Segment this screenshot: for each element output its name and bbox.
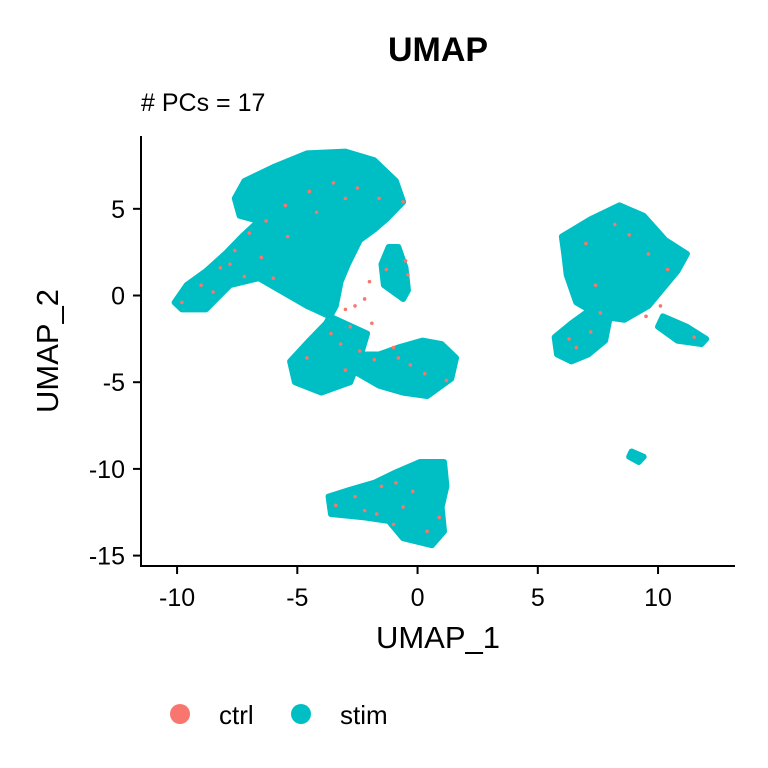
ctrl-point (627, 233, 631, 237)
stim-cluster (626, 448, 647, 465)
ctrl-point (406, 272, 410, 277)
ctrl-point (285, 234, 290, 239)
ctrl-point (228, 262, 232, 267)
ctrl-point (391, 345, 396, 350)
y-tick-label: -15 (89, 543, 125, 571)
stim-cluster (352, 337, 460, 400)
ctrl-point (353, 304, 357, 308)
ctrl-point (343, 368, 348, 372)
ctrl-point (658, 304, 663, 308)
ctrl-point (348, 324, 353, 329)
x-tick-label: 10 (644, 584, 672, 612)
ctrl-point (665, 267, 670, 272)
legend-stim-marker (291, 704, 311, 724)
ctrl-point (374, 512, 379, 516)
ctrl-point (396, 356, 401, 360)
x-axis-title: UMAP_1 (376, 620, 500, 655)
y-tick-label: -5 (103, 369, 125, 397)
stim-cluster (551, 304, 613, 365)
ctrl-point (391, 522, 396, 527)
ctrl-point (247, 231, 252, 235)
ctrl-point (199, 283, 203, 287)
ctrl-point (283, 203, 288, 208)
ctrl-point (425, 529, 429, 534)
legend: ctrl stim (170, 700, 388, 730)
ctrl-point (180, 300, 184, 305)
x-tick-label: 0 (411, 584, 425, 612)
ctrl-point (612, 222, 617, 227)
ctrl-point (211, 290, 215, 294)
ctrl-point (588, 330, 593, 334)
legend-ctrl-marker (170, 704, 190, 724)
plot-area (171, 148, 710, 549)
ctrl-point (646, 252, 651, 256)
ctrl-point (401, 200, 405, 204)
ctrl-point (401, 505, 405, 509)
ctrl-point (692, 335, 696, 339)
ctrl-point (444, 378, 449, 383)
ctrl-point (384, 267, 389, 272)
x-tick-label: 5 (531, 584, 545, 612)
ctrl-point (598, 311, 603, 315)
ctrl-point (367, 279, 372, 284)
ctrl-point (372, 357, 377, 362)
ctrl-point (242, 274, 247, 279)
x-axis-ticks: -10 -5 0 5 10 (159, 566, 672, 612)
ctrl-point (264, 219, 268, 223)
ctrl-point (394, 480, 398, 485)
ctrl-point (355, 186, 360, 190)
ctrl-point (333, 503, 338, 508)
stim-cluster (558, 202, 690, 323)
chart-subtitle: # PCs = 17 (141, 89, 265, 117)
ctrl-point (307, 189, 312, 194)
ctrl-point (567, 337, 571, 341)
ctrl-point (584, 241, 588, 246)
ctrl-point (338, 342, 343, 346)
stim-cluster (378, 243, 411, 302)
ctrl-point (362, 508, 367, 513)
x-tick-label: -5 (286, 584, 308, 612)
ctrl-point (370, 321, 374, 326)
ctrl-point (271, 276, 276, 280)
ctrl-point (593, 283, 598, 287)
ctrl-point (377, 196, 381, 201)
ctrl-point (410, 489, 415, 494)
legend-stim-label: stim (340, 700, 388, 730)
y-tick-label: 0 (111, 283, 125, 311)
ctrl-point (314, 210, 319, 215)
stim-cluster (171, 148, 407, 396)
ctrl-point (644, 314, 648, 319)
ctrl-point (259, 255, 264, 260)
ctrl-point (343, 307, 348, 312)
ctrl-point (331, 181, 336, 185)
ctrl-point (422, 371, 427, 376)
ctrl-point (379, 484, 384, 489)
ctrl-point (329, 331, 333, 336)
ctrl-point (305, 356, 309, 360)
stim-cluster (325, 458, 450, 549)
y-tick-label: 5 (111, 196, 125, 224)
ctrl-point (437, 515, 442, 520)
stim-cluster (655, 313, 710, 348)
x-tick-label: -10 (159, 584, 195, 612)
ctrl-point (343, 196, 348, 201)
ctrl-point (358, 349, 362, 353)
chart-title: UMAP (388, 31, 488, 69)
ctrl-point (218, 265, 223, 270)
legend-ctrl-label: ctrl (219, 700, 254, 730)
ctrl-point (403, 259, 408, 263)
ctrl-point (574, 345, 579, 350)
y-tick-label: -10 (89, 456, 125, 484)
ctrl-point (408, 363, 413, 367)
ctrl-point (232, 248, 237, 253)
y-axis-title: UMAP_2 (30, 289, 65, 413)
y-axis-ticks: 5 0 -5 -10 -15 (89, 196, 141, 571)
ctrl-point (353, 494, 357, 499)
ctrl-point (362, 297, 367, 301)
